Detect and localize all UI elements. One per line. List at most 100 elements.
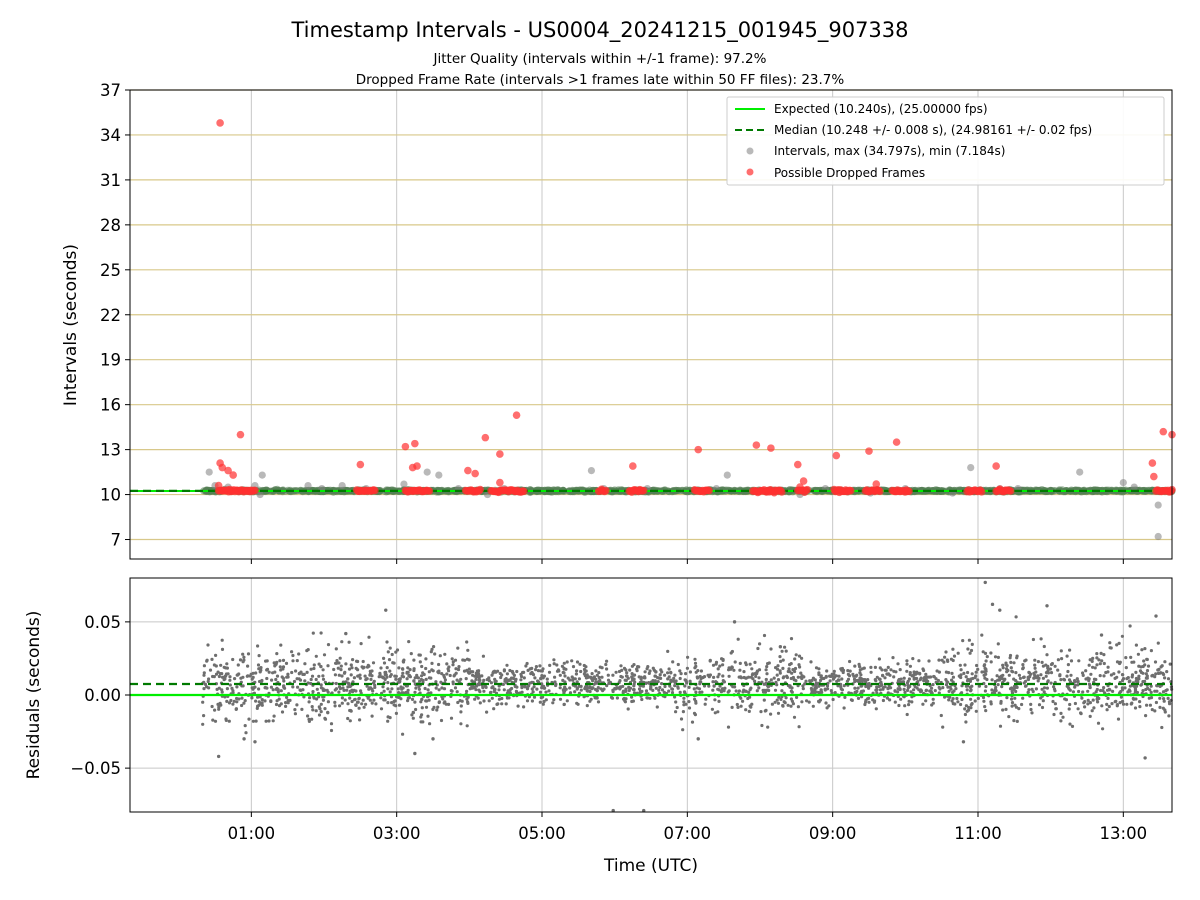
residual-point (297, 671, 301, 676)
residual-point (223, 677, 227, 681)
residual-point (259, 668, 263, 672)
residual-point (516, 704, 520, 708)
residual-point (810, 689, 814, 693)
residual-point (576, 702, 580, 706)
residual-point (775, 683, 779, 687)
residual-point (954, 687, 958, 691)
residual-point (658, 673, 662, 677)
dropped-frame-point (799, 477, 808, 485)
residual-outlier-point (384, 608, 388, 612)
residual-point (292, 679, 297, 684)
residual-point (699, 677, 703, 681)
residual-point (243, 699, 247, 703)
residual-outlier-point (961, 740, 966, 744)
residual-point (963, 712, 968, 717)
residual-point (407, 696, 411, 700)
residual-point (776, 711, 781, 715)
residual-point (1165, 670, 1169, 674)
residual-point (1068, 648, 1072, 652)
residual-point (648, 696, 652, 700)
residual-point (611, 688, 615, 692)
residual-point (989, 651, 993, 655)
residual-point (1141, 680, 1145, 684)
residual-point (1001, 708, 1005, 712)
residual-point (264, 719, 268, 723)
residual-point (419, 700, 423, 704)
residual-point (858, 676, 862, 680)
residual-point (465, 668, 469, 673)
residual-point (236, 663, 240, 667)
residual-point (969, 697, 973, 701)
residual-point (329, 728, 334, 733)
residual-point (614, 670, 618, 674)
residual-point (386, 719, 390, 723)
residual-point (1020, 702, 1024, 707)
residual-point (538, 664, 542, 668)
residual-point (1017, 673, 1022, 677)
residual-point (1053, 702, 1057, 706)
residual-point (789, 697, 794, 701)
residual-point (786, 703, 790, 707)
residual-point (1045, 686, 1049, 690)
residual-point (643, 676, 647, 680)
residual-point (899, 677, 903, 681)
residual-point (1080, 696, 1084, 700)
residual-point (1144, 714, 1148, 718)
residual-point (358, 718, 362, 722)
residual-point (688, 670, 693, 674)
residual-point (925, 675, 929, 679)
residual-point (225, 699, 229, 704)
residual-point (1036, 660, 1040, 664)
residual-point (867, 686, 871, 690)
residual-point (922, 676, 926, 681)
residual-point (747, 675, 751, 679)
residual-point (1164, 689, 1168, 693)
residual-point (551, 701, 555, 705)
residual-point (400, 674, 404, 678)
residual-point (764, 677, 768, 682)
residual-point (750, 667, 754, 671)
residual-point (993, 679, 998, 684)
residual-point (1082, 701, 1086, 705)
residual-point (1005, 696, 1009, 700)
residual-point (624, 674, 629, 678)
residual-point (1102, 674, 1106, 678)
residual-point (284, 704, 288, 709)
residual-point (465, 640, 469, 644)
residual-point (421, 720, 425, 724)
residual-point (475, 669, 479, 673)
residual-point (274, 677, 278, 682)
residual-point (239, 676, 243, 680)
dropped-frame-point (876, 487, 884, 496)
residual-point (686, 655, 690, 659)
residual-point (326, 690, 330, 694)
residual-point (596, 686, 600, 690)
residual-point (241, 660, 245, 664)
residual-point (242, 655, 246, 659)
interval-outlier-point (1076, 468, 1084, 476)
residual-point (998, 675, 1002, 679)
residual-point (394, 674, 398, 678)
residual-point (218, 672, 222, 676)
residual-point (630, 699, 634, 704)
residual-point (1096, 700, 1100, 704)
residual-point (1040, 660, 1044, 665)
residual-point (1033, 658, 1037, 662)
residual-point (293, 712, 297, 716)
dropped-frame-point (218, 463, 227, 472)
residual-point (406, 699, 410, 703)
residual-point (762, 690, 766, 694)
dropped-frame-point (401, 442, 410, 451)
residual-outlier-point (253, 740, 257, 744)
residual-point (465, 689, 469, 694)
residual-point (1030, 711, 1034, 715)
residual-point (478, 690, 482, 694)
residual-point (764, 668, 768, 672)
residual-point (814, 666, 819, 670)
residual-point (237, 672, 241, 676)
residual-point (641, 684, 646, 688)
residual-point (937, 685, 941, 690)
residual-point (623, 700, 628, 704)
residual-point (896, 690, 900, 694)
residual-point (1059, 678, 1063, 682)
